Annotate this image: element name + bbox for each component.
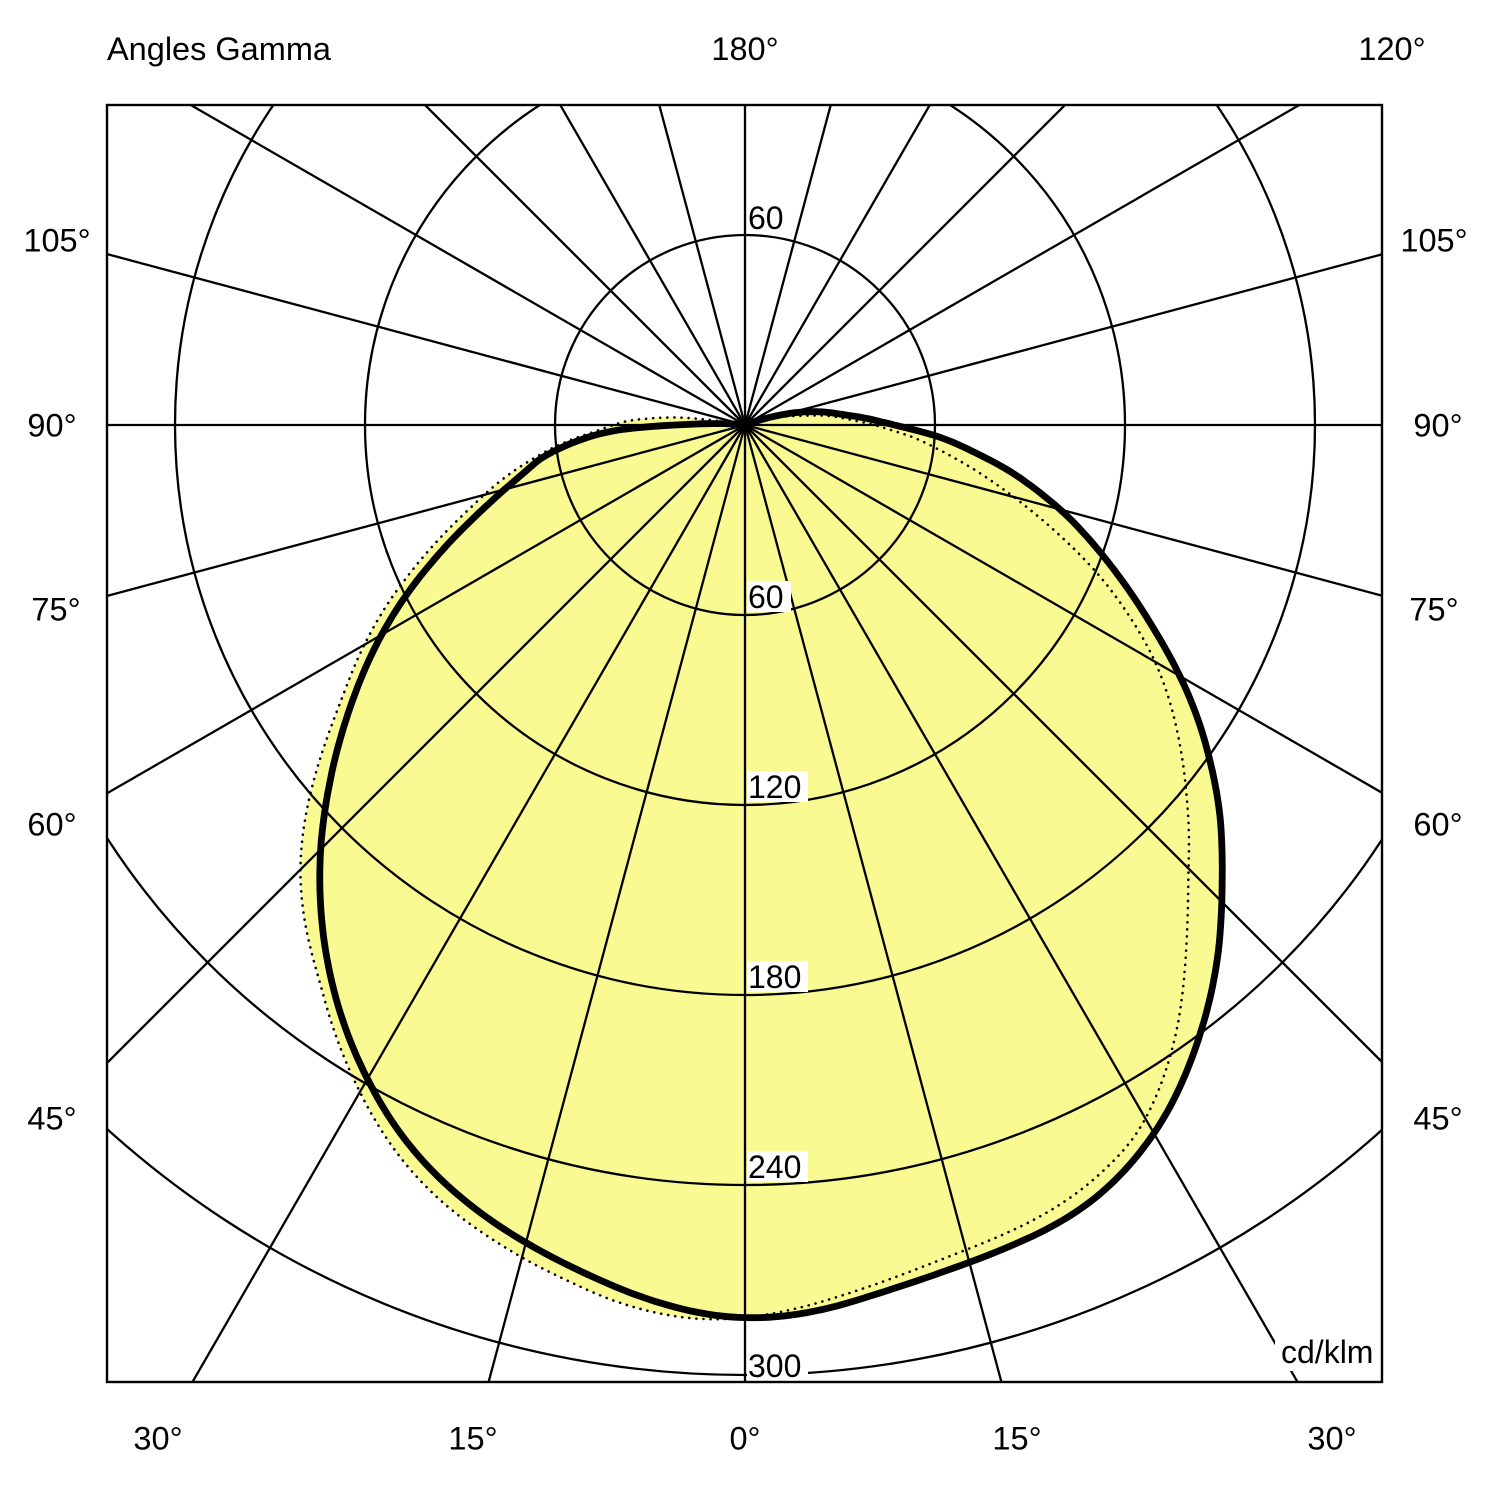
svg-text:90°: 90° bbox=[1413, 408, 1462, 444]
svg-text:60: 60 bbox=[748, 200, 784, 236]
svg-text:15°: 15° bbox=[448, 1421, 497, 1457]
svg-text:75°: 75° bbox=[31, 592, 80, 628]
svg-text:cd/klm: cd/klm bbox=[1281, 1334, 1373, 1370]
svg-text:0°: 0° bbox=[729, 1421, 760, 1457]
svg-text:15°: 15° bbox=[992, 1421, 1041, 1457]
svg-text:120°: 120° bbox=[1358, 31, 1425, 67]
svg-text:60°: 60° bbox=[1413, 807, 1462, 843]
svg-text:30°: 30° bbox=[133, 1421, 182, 1457]
svg-text:90°: 90° bbox=[27, 408, 76, 444]
svg-text:105°: 105° bbox=[1400, 223, 1467, 259]
svg-text:180°: 180° bbox=[711, 31, 778, 67]
svg-text:30°: 30° bbox=[1307, 1421, 1356, 1457]
svg-text:240: 240 bbox=[748, 1149, 801, 1185]
svg-text:60°: 60° bbox=[27, 807, 76, 843]
svg-text:Angles Gamma: Angles Gamma bbox=[107, 31, 332, 67]
svg-text:300: 300 bbox=[748, 1348, 801, 1384]
svg-text:120: 120 bbox=[748, 769, 801, 805]
svg-text:105°: 105° bbox=[23, 223, 90, 259]
svg-text:45°: 45° bbox=[27, 1101, 76, 1137]
svg-text:45°: 45° bbox=[1413, 1101, 1462, 1137]
svg-text:75°: 75° bbox=[1409, 592, 1458, 628]
svg-text:60: 60 bbox=[748, 579, 784, 615]
svg-text:180: 180 bbox=[748, 959, 801, 995]
